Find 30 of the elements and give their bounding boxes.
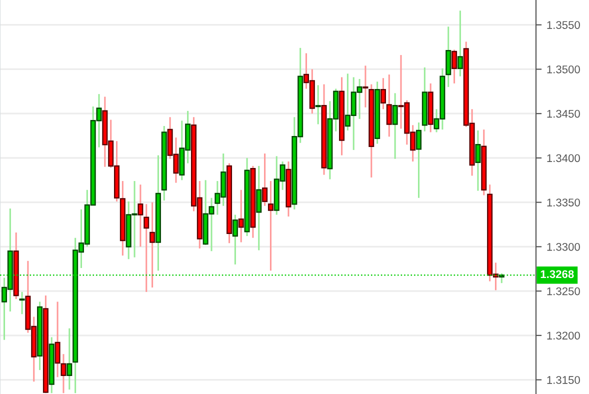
candlestick: [386, 74, 392, 138]
candlestick: [256, 165, 262, 252]
candlestick: [268, 180, 274, 272]
y-tick-label: 1.3350: [547, 198, 580, 206]
y-tick-label: 1.3200: [547, 332, 580, 340]
y-tick-label: 1.3300: [547, 242, 580, 251]
y-tick-label: 1.3250: [547, 287, 580, 296]
candlestick: [19, 291, 25, 315]
candlestick: [138, 184, 144, 248]
y-tick-label: 1.3550: [547, 21, 580, 29]
candlestick: [232, 214, 238, 266]
candlestick: [315, 84, 321, 125]
candlestick: [262, 152, 268, 207]
y-tick-label: 1.3150: [547, 376, 580, 384]
candlestick: [66, 328, 72, 390]
y-tick-label: 1.3450: [547, 110, 580, 118]
candlestick: [238, 189, 244, 244]
candlestick: [416, 122, 422, 199]
candlestick: [392, 92, 398, 160]
ref-line-label: 1.3268: [540, 270, 574, 278]
candlestick: [475, 130, 481, 192]
candlestick: [380, 77, 386, 110]
candlestick: [362, 64, 368, 108]
candlestick: [452, 48, 458, 84]
candlestick: [446, 26, 452, 88]
candlestick: [150, 202, 156, 288]
candlestick: [144, 203, 150, 293]
y-tick-label: 1.3400: [547, 154, 580, 162]
y-tick-label: 1.3500: [547, 65, 580, 74]
candlestick: [457, 10, 463, 78]
